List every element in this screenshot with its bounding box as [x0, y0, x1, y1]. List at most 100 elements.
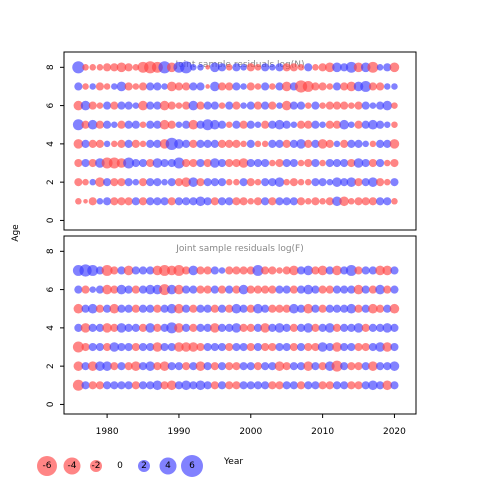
residual-bubble	[260, 323, 270, 333]
residual-bubble	[253, 342, 263, 352]
residual-bubble	[132, 178, 140, 186]
residual-bubble	[361, 362, 370, 371]
panel-log-n-bubbles	[72, 61, 400, 207]
residual-bubble	[253, 323, 263, 332]
residual-bubble	[89, 178, 96, 186]
residual-bubble	[238, 284, 249, 295]
residual-bubble	[290, 121, 298, 128]
residual-bubble	[376, 158, 385, 168]
residual-bubble	[124, 101, 133, 110]
residual-bubble	[153, 362, 162, 371]
residual-bubble	[102, 361, 112, 371]
residual-bubble	[72, 379, 84, 391]
residual-bubble	[390, 266, 399, 275]
y-tick-label: 6	[46, 286, 56, 292]
residual-bubble	[345, 264, 357, 276]
residual-bubble	[340, 323, 349, 332]
residual-bubble	[110, 101, 119, 110]
residual-bubble	[268, 120, 277, 129]
residual-bubble	[332, 62, 342, 73]
residual-bubble	[131, 197, 140, 206]
residual-bubble	[210, 139, 219, 148]
residual-bubble	[311, 304, 320, 313]
residual-bubble	[246, 381, 255, 390]
residual-bubble	[88, 197, 97, 206]
residual-bubble	[318, 82, 327, 91]
residual-bubble	[296, 304, 306, 313]
residual-bubble	[117, 381, 126, 390]
residual-bubble	[375, 265, 385, 276]
residual-bubble	[239, 120, 248, 129]
residual-bubble	[289, 362, 298, 371]
residual-bubble	[332, 381, 342, 390]
residual-bubble	[189, 139, 198, 148]
residual-bubble	[254, 121, 262, 128]
residual-bubble	[196, 266, 205, 275]
residual-bubble	[246, 101, 255, 110]
residual-bubble	[96, 102, 104, 109]
residual-bubble	[196, 120, 205, 129]
residual-bubble	[103, 381, 112, 390]
residual-bubble	[274, 177, 285, 187]
residual-bubble	[159, 119, 170, 130]
residual-bubble	[160, 158, 169, 168]
residual-bubble	[332, 158, 342, 168]
residual-bubble	[282, 304, 291, 313]
residual-bubble	[233, 178, 240, 186]
residual-bubble	[131, 139, 140, 148]
residual-bubble	[225, 342, 234, 352]
residual-bubble	[138, 158, 148, 168]
residual-bubble	[304, 120, 313, 129]
legend-label: -4	[68, 461, 77, 471]
residual-bubble	[123, 157, 135, 169]
residual-bubble	[232, 63, 241, 72]
residual-bubble	[117, 120, 126, 129]
residual-bubble	[73, 361, 84, 371]
residual-bubble	[153, 178, 162, 187]
residual-bubble	[225, 178, 233, 186]
residual-bubble	[81, 120, 90, 129]
residual-bubble	[116, 62, 127, 73]
residual-bubble	[274, 361, 285, 371]
residual-bubble	[159, 100, 170, 111]
residual-bubble	[124, 342, 133, 352]
residual-bubble	[225, 139, 234, 148]
residual-bubble	[123, 265, 134, 276]
residual-bubble	[210, 101, 219, 110]
residual-bubble	[332, 177, 342, 187]
residual-bubble	[390, 342, 399, 352]
residual-bubble	[389, 303, 400, 314]
x-tick-label: 2000	[239, 427, 262, 437]
legend-label: -2	[92, 461, 101, 471]
residual-bubble	[254, 83, 262, 90]
residual-bubble	[345, 61, 357, 73]
residual-bubble	[281, 81, 292, 92]
residual-bubble	[80, 100, 91, 111]
residual-bubble	[124, 139, 133, 148]
residual-bubble	[160, 381, 169, 390]
residual-bubble	[175, 102, 183, 109]
residual-bubble	[311, 82, 320, 91]
residual-bubble	[289, 158, 298, 168]
residual-bubble	[361, 304, 370, 313]
residual-bubble	[384, 83, 391, 90]
residual-bubble	[167, 158, 176, 168]
residual-bubble	[246, 266, 255, 275]
residual-bubble	[261, 362, 270, 371]
residual-bubble	[303, 323, 314, 333]
residual-bubble	[376, 139, 385, 148]
residual-bubble	[325, 158, 334, 168]
y-tick-label: 4	[46, 325, 56, 331]
residual-bubble	[311, 285, 320, 294]
residual-bubble	[110, 266, 119, 275]
residual-bubble	[196, 139, 205, 148]
residual-bubble	[117, 101, 126, 110]
residual-bubble	[225, 197, 234, 206]
residual-bubble	[317, 342, 328, 352]
residual-bubble	[368, 82, 377, 91]
residual-bubble	[182, 101, 191, 110]
residual-bubble	[318, 304, 327, 313]
residual-bubble	[188, 342, 199, 352]
residual-bubble	[275, 342, 284, 352]
residual-bubble	[391, 83, 398, 90]
